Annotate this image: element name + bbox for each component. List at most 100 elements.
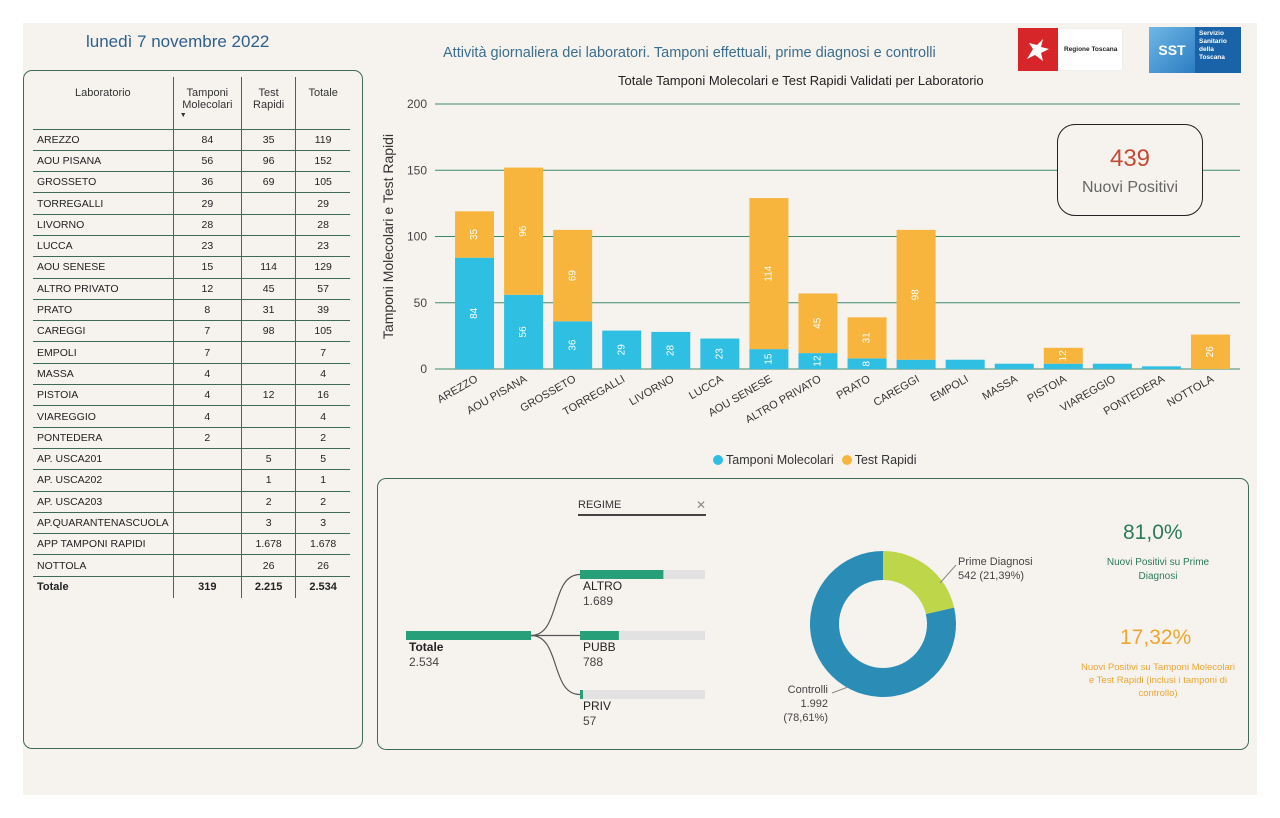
bar-molecolari [749,349,789,369]
bar-rapidi [1043,347,1083,364]
total-cell: 2.215 [240,576,296,598]
y-tick-label: 150 [407,163,427,177]
cell-lab: ALTRO PRIVATO [33,278,174,300]
donut-slice-prime-diagnosi[interactable] [883,551,955,615]
cell-totale: 26 [295,554,350,577]
cell-lab: AREZZO [33,129,174,151]
table-row[interactable]: AOU SENESE 15 114 129 [33,256,350,279]
cell-rapidi [240,341,296,364]
x-tick-label: PRATO [835,373,873,402]
table-row[interactable]: VIAREGGIO 4 4 [33,405,350,428]
table-row[interactable]: LIVORNO 28 28 [33,214,350,236]
table-row[interactable]: AOU PISANA 56 96 152 [33,150,350,173]
cell-lab: PISTOIA [33,384,174,407]
cell-rapidi [240,235,296,258]
table-row[interactable]: PONTEDERA 2 2 [33,427,350,449]
cell-rapidi: 114 [240,256,296,279]
table-row[interactable]: ALTRO PRIVATO 12 45 57 [33,278,350,300]
bar-molecolari [896,359,936,369]
x-tick-label: LIVORNO [627,373,676,408]
data-label: 84 [469,307,480,319]
tree-node-bar-priv[interactable] [580,690,583,699]
cell-rapidi [240,405,296,428]
legend-item-rapidi[interactable]: Test Rapidi [841,453,917,467]
tree-node-bar-altro[interactable] [580,570,664,579]
y-tick-label: 100 [407,230,427,244]
lab-table-panel: Laboratorio Tamponi Molecolari ▼ Test Ra… [23,70,363,749]
bar-rapidi [749,198,789,350]
table-row[interactable]: GROSSETO 36 69 105 [33,171,350,194]
legend-item-molecolari[interactable]: Tamponi Molecolari [713,453,834,467]
table-row[interactable]: MASSA 4 4 [33,363,350,386]
data-label: 15 [764,353,775,365]
data-label: 31 [862,332,873,344]
donut-slice-controlli[interactable] [810,551,956,697]
sst-logo-text: Servizio Sanitario della Toscana [1195,27,1241,73]
clear-icon[interactable]: ✕ [695,498,706,512]
bar-molecolari [798,353,838,369]
cell-molecolari: 23 [172,235,242,258]
cell-totale: 119 [295,129,350,151]
cell-molecolari: 84 [172,129,242,151]
table-row[interactable]: CAREGGI 7 98 105 [33,320,350,343]
cell-totale: 29 [295,192,350,215]
tree-node-pubb-label[interactable]: PUBB [583,640,616,654]
tree-node-altro-label[interactable]: ALTRO [583,579,623,593]
table-row[interactable]: EMPOLI 7 7 [33,341,350,364]
tree-node-priv-label[interactable]: PRIV [583,699,612,713]
kpi-value: 439 [1109,145,1151,172]
table-row[interactable]: AP. USCA202 1 1 [33,469,350,492]
table-row[interactable]: LUCCA 23 23 [33,235,350,258]
cell-lab: AP.QUARANTENASCUOLA [33,512,174,535]
cell-lab: AP. USCA203 [33,491,174,513]
data-label: 45 [813,317,824,329]
sst-logo: SST Servizio Sanitario della Toscana [1149,27,1241,73]
tree-root-label[interactable]: Totale [409,640,444,654]
tree-root-bar[interactable] [406,631,531,640]
tree-connector [530,573,581,637]
table-row[interactable]: AREZZO 84 35 119 [33,129,350,151]
cell-totale: 1.678 [295,533,350,556]
kpi-label: Nuovi Positivi [1081,179,1179,196]
table-row[interactable]: PISTOIA 4 12 16 [33,384,350,407]
cell-totale: 3 [295,512,350,535]
cell-lab: LIVORNO [33,214,174,236]
col-header-rapidi[interactable]: Test Rapidi [240,77,296,130]
cell-molecolari: 4 [172,384,242,407]
cell-lab: AP. USCA201 [33,448,174,471]
table-total-row: Totale 319 2.215 2.534 [33,576,350,598]
cell-lab: PRATO [33,299,174,322]
table-row[interactable]: AP. USCA201 5 5 [33,448,350,471]
decomposition-tree [406,570,705,699]
table-row[interactable]: APP TAMPONI RAPIDI 1.678 1.678 [33,533,350,556]
col-header-molecolari[interactable]: Tamponi Molecolari ▼ [172,77,242,130]
ratio-prime-label: Nuovi Positivi su Prime Diagnosi [1106,557,1210,582]
cell-totale: 105 [295,320,350,343]
tree-node-priv-value: 57 [583,714,597,728]
bar-molecolari [994,363,1034,369]
cell-rapidi: 5 [240,448,296,471]
donut-label-controlli: Controlli 1.992 (78,61%) [783,684,828,724]
cell-totale: 39 [295,299,350,322]
cell-rapidi: 35 [240,129,296,151]
tree-connector [530,634,581,696]
total-cell: Totale [37,581,69,594]
regime-slicer[interactable]: REGIME ✕ [578,498,706,516]
col-header-laboratorio[interactable]: Laboratorio [33,77,174,130]
table-row[interactable]: NOTTOLA 26 26 [33,554,350,577]
y-tick-label: 50 [414,296,428,310]
col-header-totale[interactable]: Totale [295,77,350,130]
cell-molecolari: 29 [172,192,242,215]
bar-molecolari [504,294,544,369]
table-row[interactable]: AP. USCA203 2 2 [33,491,350,513]
cell-rapidi: 1.678 [240,533,296,556]
table-row[interactable]: AP.QUARANTENASCUOLA 3 3 [33,512,350,535]
table-row[interactable]: PRATO 8 31 39 [33,299,350,322]
cell-rapidi: 31 [240,299,296,322]
tree-node-bar-pubb[interactable] [580,631,619,640]
y-tick-label: 200 [407,97,427,111]
bar-molecolari [602,330,642,369]
bar-rapidi [896,229,936,360]
bar-molecolari [651,331,691,369]
table-row[interactable]: TORREGALLI 29 29 [33,192,350,215]
